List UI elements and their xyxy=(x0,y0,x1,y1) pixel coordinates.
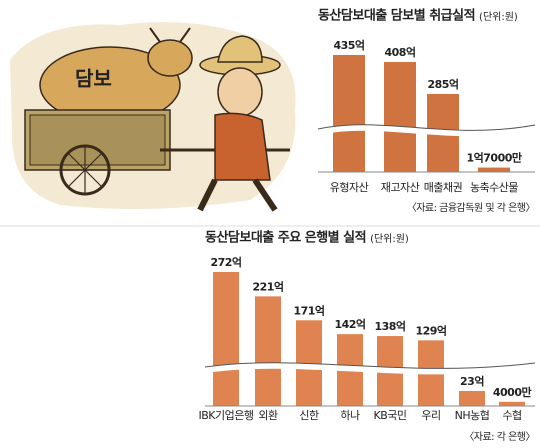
chart-title: 동산담보대출 담보별 취급실적 xyxy=(318,8,475,24)
category-label: 수협 xyxy=(502,409,521,422)
value-label: 23억 xyxy=(460,375,484,388)
bar xyxy=(499,401,525,406)
value-label: 171억 xyxy=(293,304,324,317)
bar xyxy=(333,55,365,172)
bar xyxy=(459,391,485,406)
wheel-spokes xyxy=(61,146,109,194)
farmer-body xyxy=(214,112,271,181)
category-label: 신한 xyxy=(299,409,319,422)
bar xyxy=(478,167,510,172)
value-label: 285억 xyxy=(427,78,458,91)
farmer-legs xyxy=(197,178,278,212)
axis-break xyxy=(317,124,536,137)
axis-break xyxy=(204,362,536,375)
bar xyxy=(384,62,416,172)
axis-break-line xyxy=(204,362,536,369)
value-label: 272억 xyxy=(210,256,241,269)
category-label: KB국민 xyxy=(374,409,407,422)
chart-unit: (단위:원) xyxy=(479,10,518,23)
category-label: IBK기업은행 xyxy=(199,409,254,422)
category-label: 매출채권 xyxy=(424,181,462,194)
chart-unit: (단위:원) xyxy=(370,232,409,245)
value-label: 435억 xyxy=(333,39,364,52)
value-label: 129억 xyxy=(415,324,446,337)
category-label: 외환 xyxy=(258,409,278,422)
value-label: 221억 xyxy=(252,280,283,293)
source: 〈자료: 각 은행〉 xyxy=(464,431,535,443)
category-label: 농축수산물 xyxy=(470,181,518,194)
value-label: 1억7000만 xyxy=(466,151,521,165)
category-label: 재고자산 xyxy=(381,181,420,194)
hat-crown xyxy=(217,35,263,63)
category-label: 우리 xyxy=(421,409,440,422)
axis-break-line xyxy=(317,124,536,131)
bar xyxy=(255,296,281,406)
source: 〈자료: 금융감독원 및 각 은행〉 xyxy=(407,202,535,214)
value-label: 408억 xyxy=(384,46,415,59)
farmer-face xyxy=(217,67,263,117)
category-label: 하나 xyxy=(340,408,360,422)
cow-head xyxy=(147,39,193,77)
value-label: 142억 xyxy=(334,318,365,331)
cow-horns xyxy=(149,27,191,43)
chart-title: 동산담보대출 주요 은행별 실적 xyxy=(205,230,366,246)
value-label: 4000만 xyxy=(493,385,532,399)
category-label: 유형자산 xyxy=(330,181,369,194)
category-label: NH농협 xyxy=(455,409,490,422)
illustration: 담보 xyxy=(10,22,296,212)
bar xyxy=(213,272,239,406)
cow-label: 담보 xyxy=(75,67,112,91)
value-label: 138억 xyxy=(374,320,405,333)
